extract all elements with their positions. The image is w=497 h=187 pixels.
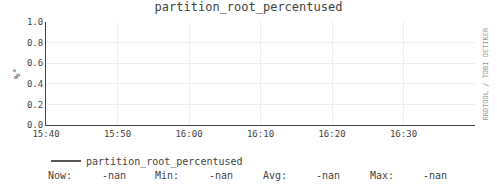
- svg-text:RRDTOOL / TOBI OETIKER: RRDTOOL / TOBI OETIKER: [482, 27, 490, 121]
- svg-text:0.2: 0.2: [27, 100, 43, 110]
- svg-text:partition_root_percentused: partition_root_percentused: [155, 0, 343, 14]
- svg-text:0.0: 0.0: [27, 120, 43, 130]
- svg-text:Now:: Now:: [48, 170, 72, 181]
- svg-text:15:50: 15:50: [104, 129, 131, 139]
- svg-text:Avg:: Avg:: [263, 170, 287, 181]
- svg-text:%°: %°: [12, 68, 22, 79]
- svg-text:15:40: 15:40: [32, 129, 59, 139]
- svg-text:16:30: 16:30: [390, 129, 417, 139]
- svg-text:-nan: -nan: [102, 170, 126, 181]
- svg-text:16:00: 16:00: [175, 129, 202, 139]
- svg-text:-nan: -nan: [423, 170, 447, 181]
- svg-text:-nan: -nan: [209, 170, 233, 181]
- svg-text:0.4: 0.4: [27, 79, 43, 89]
- svg-text:partition_root_percentused: partition_root_percentused: [86, 156, 243, 168]
- svg-text:0.8: 0.8: [27, 38, 43, 48]
- svg-text:16:20: 16:20: [318, 129, 345, 139]
- svg-text:16:10: 16:10: [247, 129, 274, 139]
- svg-text:1.0: 1.0: [27, 17, 43, 27]
- svg-text:Max:: Max:: [370, 170, 394, 181]
- svg-text:Min:: Min:: [155, 170, 179, 181]
- svg-text:0.6: 0.6: [27, 58, 43, 68]
- svg-text:-nan: -nan: [316, 170, 340, 181]
